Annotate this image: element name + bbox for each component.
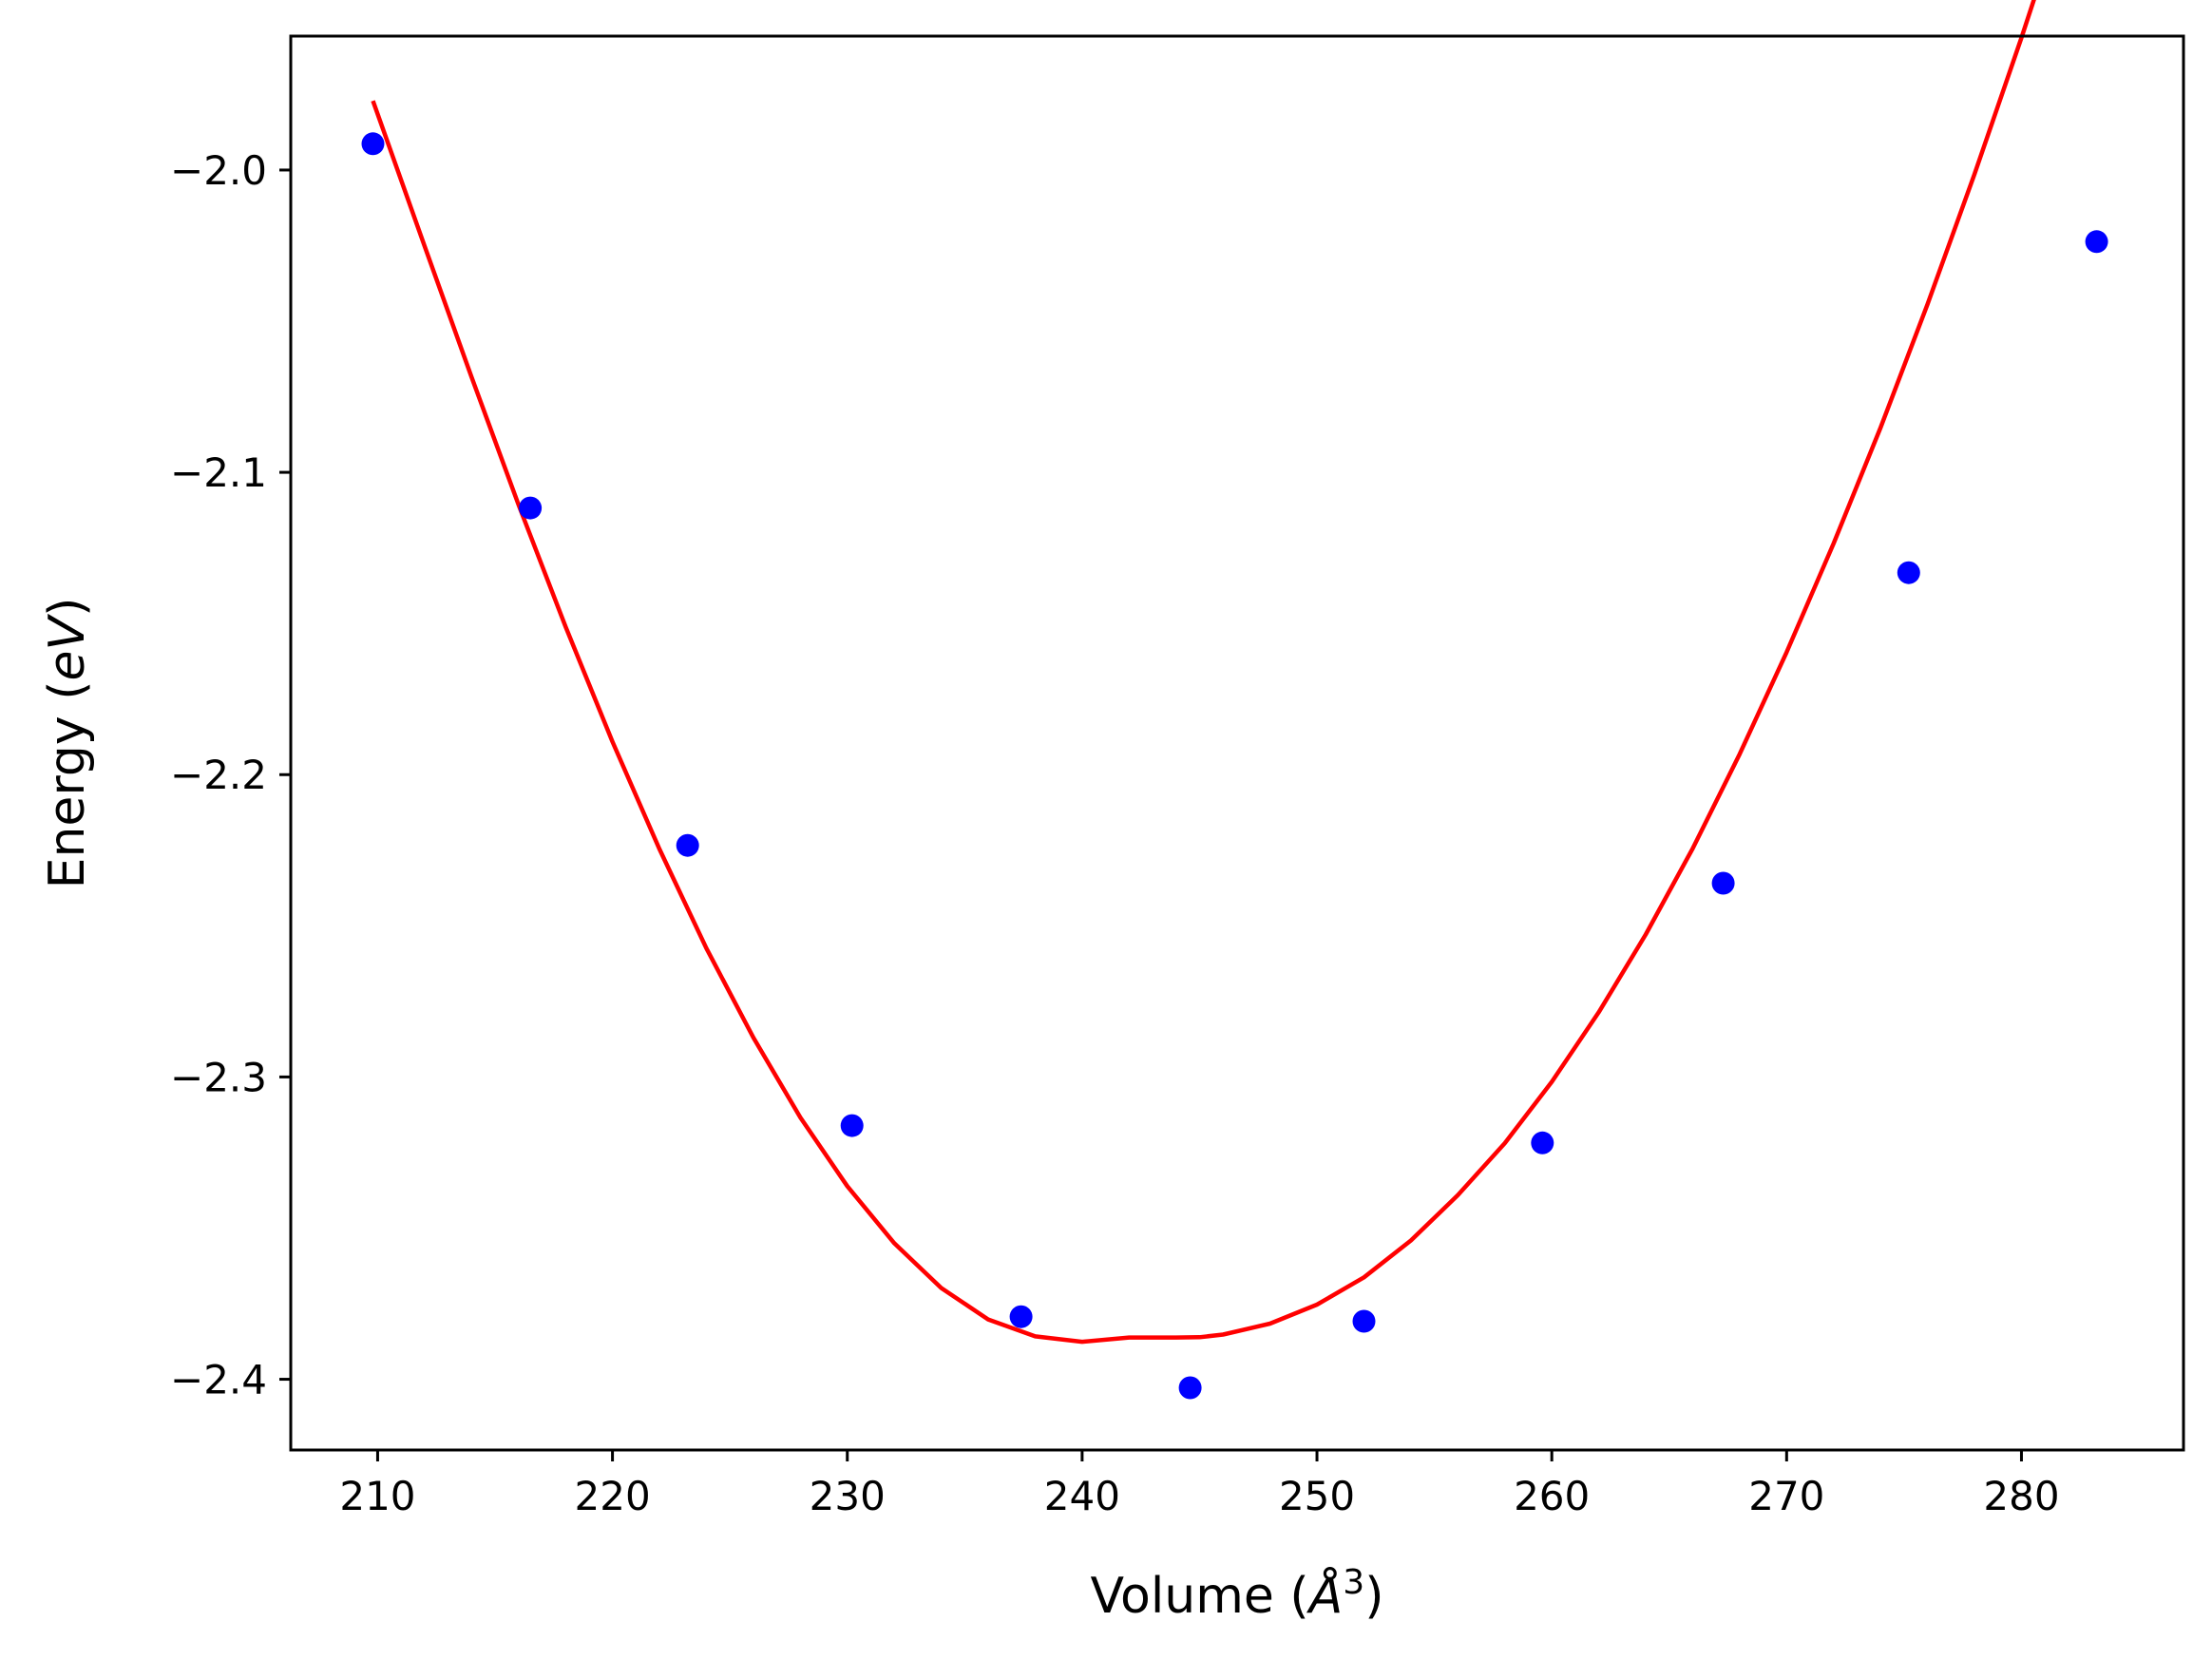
y-tick-label: −2.4 <box>170 1357 267 1403</box>
x-axis-label: Volume (Å3) <box>1091 1563 1384 1626</box>
data-points-layer <box>361 132 2108 1400</box>
fit-curve-line <box>371 0 2036 1345</box>
y-axis-label-unit: eV <box>39 614 96 681</box>
data-point <box>519 496 543 520</box>
x-tick-label: 270 <box>1748 1473 1824 1519</box>
data-point <box>1178 1376 1202 1400</box>
y-tick-label: −2.2 <box>170 752 267 798</box>
x-tick-label: 240 <box>1044 1473 1120 1519</box>
y-axis-label-suffix: ) <box>39 598 96 617</box>
data-point <box>840 1114 864 1137</box>
data-point <box>1711 871 1735 895</box>
y-axis-label: Energy (eV) <box>39 598 96 889</box>
fit-curve-layer <box>371 0 2036 1345</box>
x-axis-label-suffix: ) <box>1364 1568 1383 1625</box>
y-tick-label: −2.3 <box>170 1054 267 1100</box>
x-tick-label: 250 <box>1279 1473 1355 1519</box>
data-point <box>1009 1305 1033 1328</box>
x-tick-label: 260 <box>1514 1473 1590 1519</box>
x-tick-label: 210 <box>339 1473 415 1519</box>
y-tick-label: −2.0 <box>170 147 267 194</box>
x-axis-ticks: 210 220 230 240 250 260 270 280 <box>339 1450 2060 1519</box>
x-axis-label-superscript: 3 <box>1343 1563 1364 1602</box>
data-point <box>361 132 385 156</box>
x-tick-label: 230 <box>810 1473 886 1519</box>
data-point <box>676 833 699 857</box>
y-tick-label: −2.1 <box>170 449 267 496</box>
plot-frame <box>289 34 2185 1452</box>
y-axis-ticks: −2.0 −2.1 −2.2 −2.3 −2.4 <box>170 147 291 1403</box>
x-tick-label: 220 <box>575 1473 651 1519</box>
x-axis-label-prefix: Volume ( <box>1091 1568 1309 1625</box>
data-point <box>1897 561 1920 584</box>
data-point <box>1531 1131 1554 1154</box>
x-tick-label: 280 <box>1983 1473 2059 1519</box>
y-axis-label-prefix: Energy ( <box>39 681 96 889</box>
data-point <box>1352 1309 1376 1333</box>
x-axis-label-unit: Å <box>1306 1566 1344 1625</box>
data-point <box>2085 230 2108 254</box>
